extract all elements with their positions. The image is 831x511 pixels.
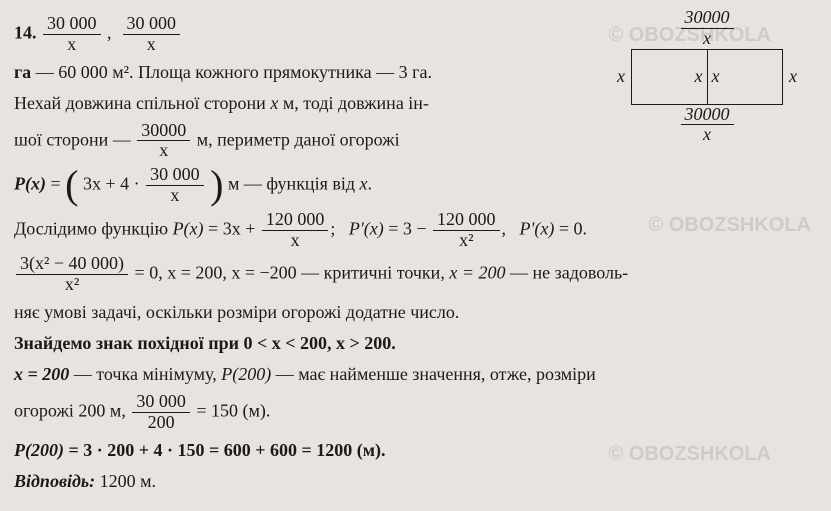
eq2: = 3x + xyxy=(204,218,260,238)
f3-num: 30000 xyxy=(137,121,190,142)
ans-val: 1200 м. xyxy=(95,471,156,491)
f8-den: 200 xyxy=(132,413,190,433)
problem-number: 14. xyxy=(14,22,37,42)
line-11: огорожі 200 м, 30 000200 = 150 (м). xyxy=(14,392,814,433)
diag-left-x: x xyxy=(617,63,625,90)
eq3b: = 0. xyxy=(554,218,587,238)
f4-den: x xyxy=(146,186,204,206)
t9a: огорожі 200 м, xyxy=(14,400,130,420)
P200a: P(200) xyxy=(221,364,271,384)
diag-bot-num: 30000 xyxy=(681,105,734,126)
f1-num: 30 000 xyxy=(43,14,101,35)
t6: няє умові задачі, оскільки розміри огоро… xyxy=(14,302,459,322)
f6-den: x² xyxy=(433,231,500,251)
xval: x = 200 xyxy=(14,364,69,384)
P200b: P(200) xyxy=(14,440,64,460)
line-2: га — 60 000 м². Площа кожного прямокутни… xyxy=(14,59,574,86)
f7-den: x² xyxy=(16,275,128,295)
f4-num: 30 000 xyxy=(146,165,204,186)
line-10: x = 200 — точка мінімуму, P(200) — має н… xyxy=(14,361,814,388)
diag-bot-den: x xyxy=(681,125,734,145)
diag-mid-x1: x xyxy=(695,63,703,90)
t3: м — функція від xyxy=(228,174,360,194)
line-6: Дослідимо функцію P(x) = 3x + 120 000x; … xyxy=(14,210,814,251)
t5a: — критичні точки, xyxy=(301,263,449,283)
t2b: м, периметр даної огорожі xyxy=(197,129,400,149)
x2: x xyxy=(360,174,368,194)
f2-den: x xyxy=(123,35,181,55)
t2a: шої сторони — xyxy=(14,129,135,149)
Px2: P(x) xyxy=(173,218,204,238)
t8a: — точка мінімуму, xyxy=(74,364,221,384)
f5-num: 120 000 xyxy=(262,210,329,231)
eq4: = 0, x = 200, x = −200 xyxy=(135,263,297,283)
t1b: Нехай довжина спільної сторони xyxy=(14,93,270,113)
line-12: P(200) = 3 · 200 + 4 · 150 = 600 + 600 =… xyxy=(14,437,814,464)
eq3: = 3 − xyxy=(384,218,431,238)
Px1: P(x) xyxy=(14,174,46,194)
diag-box: x x xyxy=(631,49,783,105)
diag-top-num: 30000 xyxy=(681,8,734,29)
line-9: Знайдемо знак похідної при 0 < x < 200, … xyxy=(14,330,814,357)
line-5: P(x) = ( 3x + 4 · 30 000x ) м — функція … xyxy=(14,165,814,206)
diag-right-x: x xyxy=(789,63,797,90)
t7: Знайдемо знак похідної при xyxy=(14,333,244,353)
rectangle-diagram: 30000x x x x x 30000x xyxy=(611,8,803,145)
f6-num: 120 000 xyxy=(433,210,500,231)
t8b: — має найменше значення, отже, розміри xyxy=(276,364,596,384)
line-answer: Відповідь: 1200 м. xyxy=(14,468,814,495)
f7-num: 3(x² − 40 000) xyxy=(16,254,128,275)
Ppx2: P'(x) xyxy=(520,218,555,238)
line-8: няє умові задачі, оскільки розміри огоро… xyxy=(14,299,814,326)
line-7: 3(x² − 40 000)x² = 0, x = 200, x = −200 … xyxy=(14,254,814,295)
cond: 0 < x < 200, x > 200. xyxy=(244,333,396,353)
t4: Дослідимо функцію xyxy=(14,218,173,238)
t9b: = 150 (м). xyxy=(196,400,270,420)
x200a: x = 200 xyxy=(449,263,505,283)
ans-label: Відповідь: xyxy=(14,471,95,491)
t5b: — не задоволь- xyxy=(510,263,628,283)
eq1-inner: 3x + 4 · xyxy=(83,174,144,194)
line-1: 14. 30 000x , 30 000x xyxy=(14,14,574,55)
diag-top-den: x xyxy=(681,29,734,49)
f5-den: x xyxy=(262,231,329,251)
t1c: м, тоді довжина ін- xyxy=(278,93,429,113)
Ppx1: P'(x) xyxy=(349,218,384,238)
line-3: Нехай довжина спільної сторони x м, тоді… xyxy=(14,90,574,117)
t1a: — 60 000 м². Площа кожного прямокутника … xyxy=(31,62,432,82)
line-4: шої сторони — 30000x м, периметр даної о… xyxy=(14,121,574,162)
f1-den: x xyxy=(43,35,101,55)
t10: = 3 · 200 + 4 · 150 = 600 + 600 = 1200 (… xyxy=(68,440,385,460)
f3-den: x xyxy=(137,141,190,161)
diag-mid-x2: x xyxy=(712,63,720,90)
f8-num: 30 000 xyxy=(132,392,190,413)
f2-num: 30 000 xyxy=(123,14,181,35)
